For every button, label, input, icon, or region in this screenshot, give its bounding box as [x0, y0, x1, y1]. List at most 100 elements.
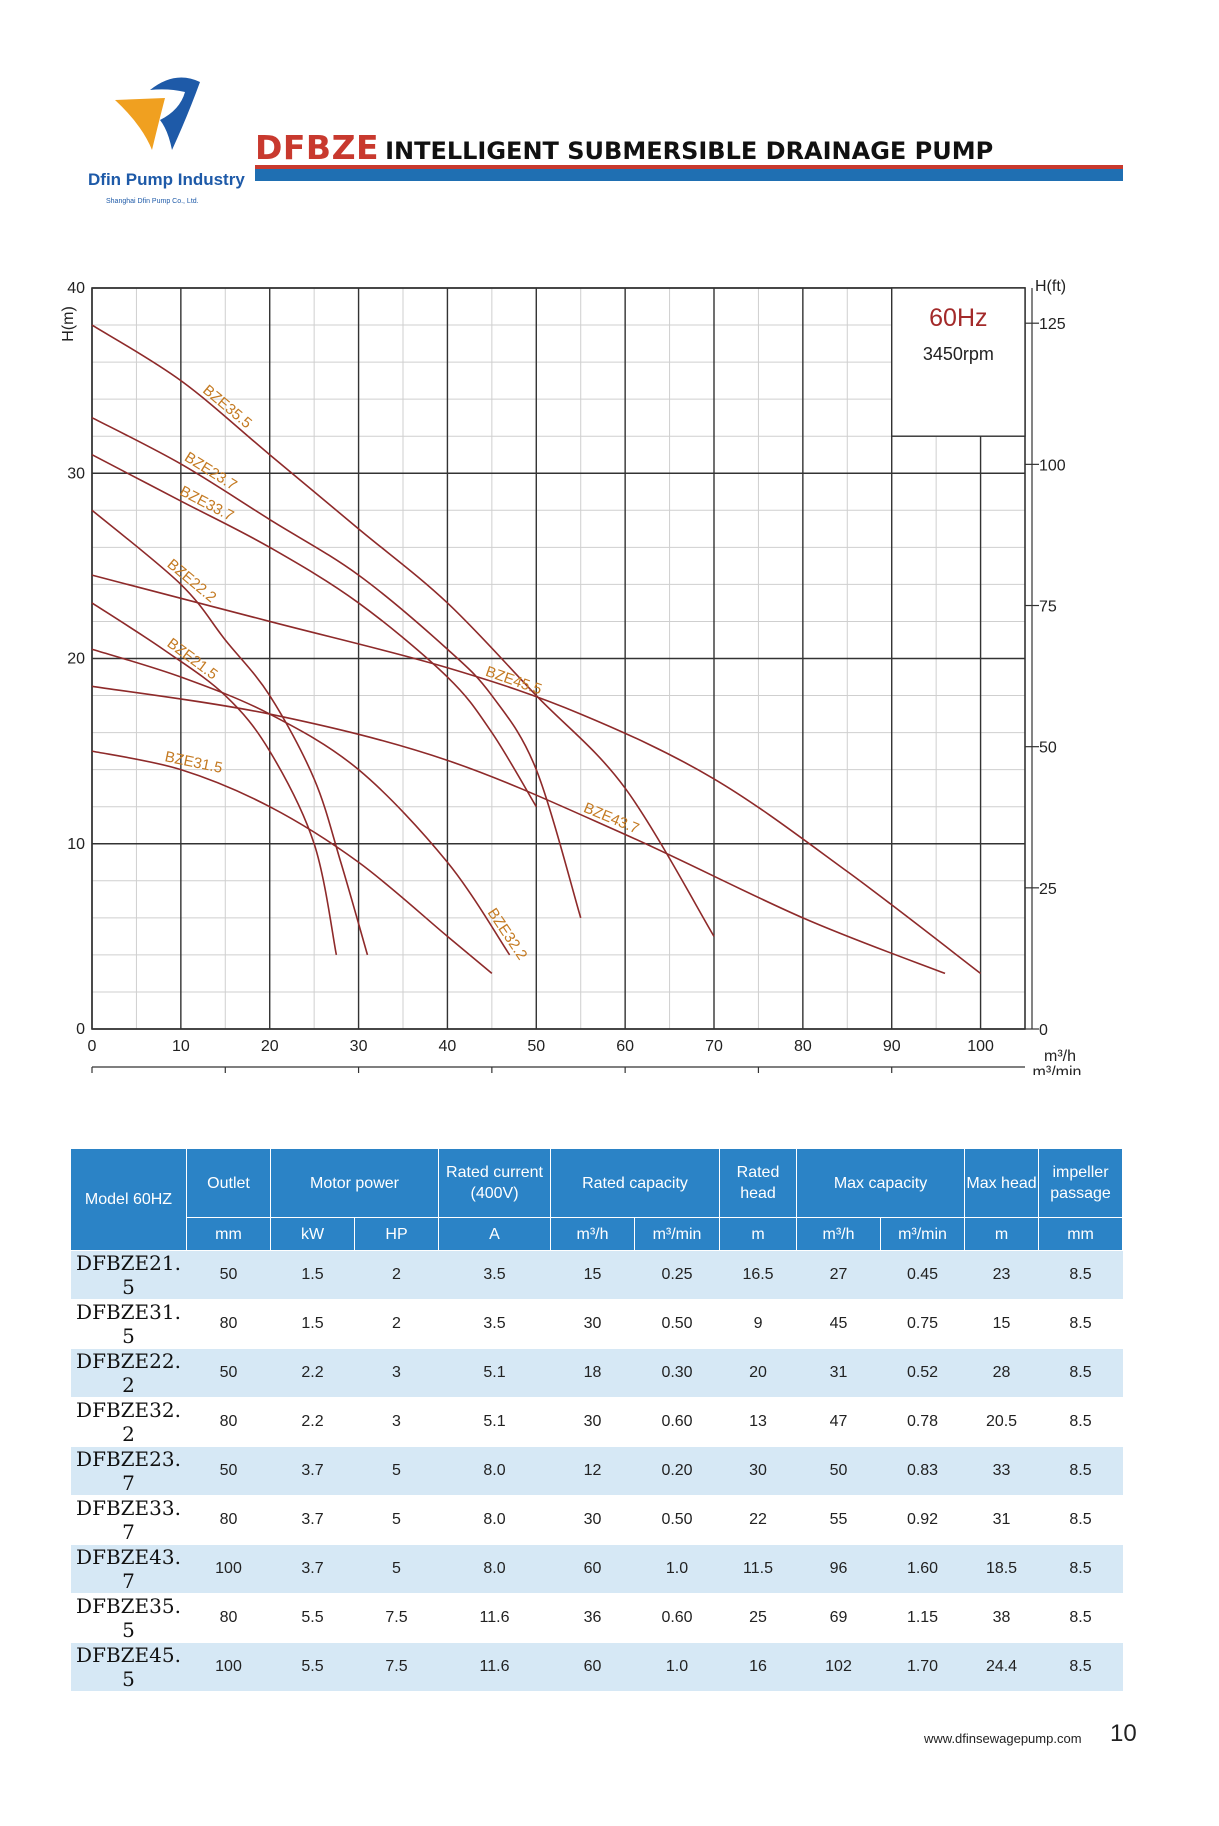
unit-cell: m³/min — [634, 1217, 721, 1251]
table-cell: 27 — [796, 1250, 881, 1300]
x-tick-label: 80 — [794, 1038, 812, 1055]
table-cell: 18.5 — [964, 1544, 1039, 1594]
table-cell: 8.5 — [1038, 1397, 1123, 1447]
table-cell: 31 — [796, 1348, 881, 1398]
table-cell: 100 — [186, 1642, 271, 1692]
y2-tick-label: 75 — [1039, 599, 1057, 616]
page-number: 10 — [1110, 1720, 1137, 1747]
table-cell: 31 — [964, 1495, 1039, 1545]
table-cell: 1.60 — [880, 1544, 965, 1594]
header-motor-power: Motor power — [269, 1148, 440, 1218]
table-row: DFBZE32. 2 80 2.2 3 5.1 30 0.60 13 47 0.78 20.5 8.5 — [70, 1397, 1123, 1447]
company-logo — [80, 70, 260, 220]
x-tick-label: 0 — [88, 1038, 97, 1055]
table-cell: 55 — [796, 1495, 881, 1545]
table-cell: 8.5 — [1038, 1250, 1123, 1300]
x-tick-label: 20 — [261, 1038, 279, 1055]
table-cell: 8.0 — [438, 1544, 551, 1594]
table-cell: 8.5 — [1038, 1544, 1123, 1594]
table-row: DFBZE22. 2 50 2.2 3 5.1 18 0.30 20 31 0.52 28 8.5 — [70, 1348, 1123, 1398]
table-cell: 0.78 — [880, 1397, 965, 1447]
model-cell: DFBZE45. 5 — [70, 1642, 187, 1692]
table-cell: 1.0 — [634, 1544, 720, 1594]
title-underline-red — [255, 165, 1123, 169]
table-cell: 16 — [719, 1642, 797, 1692]
table-cell: 0.20 — [634, 1446, 720, 1496]
table-cell: 7.5 — [354, 1593, 439, 1643]
table-cell: 60 — [550, 1642, 635, 1692]
table-cell: 80 — [186, 1299, 271, 1349]
table-cell: 102 — [796, 1642, 881, 1692]
table-cell: 20 — [719, 1348, 797, 1398]
logo-name: Dfin Pump Industry — [88, 170, 245, 189]
model-cell: DFBZE23. 7 — [70, 1446, 187, 1496]
table-cell: 5 — [354, 1446, 439, 1496]
table-cell: 8.5 — [1038, 1299, 1123, 1349]
curve-line — [91, 416, 582, 919]
table-cell: 5.1 — [438, 1348, 551, 1398]
curve-line — [91, 750, 493, 975]
header-rated-head: Rated head — [719, 1148, 798, 1218]
curve-line — [91, 454, 537, 808]
table-header-row: Model 60HZ Outlet Motor power Rated curr… — [70, 1148, 1124, 1251]
model-cell: DFBZE32. 2 — [70, 1397, 187, 1447]
y-axis-label: H(m) — [60, 306, 77, 342]
performance-chart: 0 10 20 30 40 50 60 70 80 90 100 0 10 20 30 40 H(m) 0 25 50… — [60, 278, 1082, 1075]
header-impeller-passage: impeller passage — [1038, 1148, 1124, 1218]
table-cell: 18 — [550, 1348, 635, 1398]
unit-cell: m³/h — [796, 1217, 882, 1251]
model-cell: DFBZE35. 5 — [70, 1593, 187, 1643]
table-cell: 25 — [719, 1593, 797, 1643]
table-cell: 38 — [964, 1593, 1039, 1643]
table-cell: 0.50 — [634, 1299, 720, 1349]
table-cell: 0.52 — [880, 1348, 965, 1398]
curve-line — [91, 648, 511, 956]
y2-tick-label: 50 — [1039, 740, 1057, 757]
logo-mark-icon — [115, 77, 200, 150]
table-cell: 80 — [186, 1495, 271, 1545]
table-cell: 50 — [186, 1446, 271, 1496]
table-cell: 30 — [719, 1446, 797, 1496]
header-max-head: Max head — [964, 1148, 1040, 1218]
table-cell: 0.25 — [634, 1250, 720, 1300]
table-cell: 36 — [550, 1593, 635, 1643]
curve-line — [91, 685, 946, 975]
legend-speed: 3450rpm — [923, 344, 994, 364]
table-cell: 9 — [719, 1299, 797, 1349]
table-cell: 2.2 — [270, 1397, 355, 1447]
y-tick-label: 20 — [67, 651, 85, 668]
table-cell: 1.70 — [880, 1642, 965, 1692]
table-cell: 1.0 — [634, 1642, 720, 1692]
table-cell: 8.5 — [1038, 1348, 1123, 1398]
page-title: DFBZE INTELLIGENT SUBMERSIBLE DRAINAGE PU… — [255, 128, 1123, 167]
y2-tick-label: 125 — [1039, 316, 1066, 333]
title-underline-blue — [255, 169, 1123, 181]
x-tick-label: 30 — [350, 1038, 368, 1055]
table-cell: 8.0 — [438, 1495, 551, 1545]
table-cell: 80 — [186, 1593, 271, 1643]
table-row: DFBZE33. 7 80 3.7 5 8.0 30 0.50 22 55 0.92 31 8.5 — [70, 1495, 1123, 1545]
table-cell: 45 — [796, 1299, 881, 1349]
table-cell: 5.5 — [270, 1642, 355, 1692]
unit-cell: HP — [353, 1217, 440, 1251]
footer-url[interactable]: www.dfinsewagepump.com — [924, 1731, 1082, 1746]
table-cell: 11.5 — [719, 1544, 797, 1594]
table-cell: 8.5 — [1038, 1446, 1123, 1496]
unit-cell: mm — [186, 1217, 271, 1251]
curve-line — [91, 574, 982, 975]
logo-subtitle: Shanghai Dfin Pump Co., Ltd. — [106, 198, 199, 205]
plot-border — [91, 287, 1026, 1030]
table-cell: 3.7 — [270, 1446, 355, 1496]
x2-axis-unit-label: m³/min — [1033, 1064, 1082, 1075]
table-cell: 2 — [354, 1299, 439, 1349]
table-cell: 2 — [354, 1250, 439, 1300]
table-cell: 96 — [796, 1544, 881, 1594]
header-rated-capacity: Rated capacity — [550, 1148, 721, 1218]
table-cell: 30 — [550, 1397, 635, 1447]
title-text: INTELLIGENT SUBMERSIBLE DRAINAGE PUMP — [385, 137, 994, 165]
model-cell: DFBZE33. 7 — [70, 1495, 187, 1545]
y2-tick-label: 100 — [1039, 457, 1066, 474]
table-cell: 5.1 — [438, 1397, 551, 1447]
x-tick-label: 50 — [527, 1038, 545, 1055]
table-units-row: mm kW HP A m³/h m³/min m m³/h m³/min m m… — [71, 1217, 1124, 1251]
